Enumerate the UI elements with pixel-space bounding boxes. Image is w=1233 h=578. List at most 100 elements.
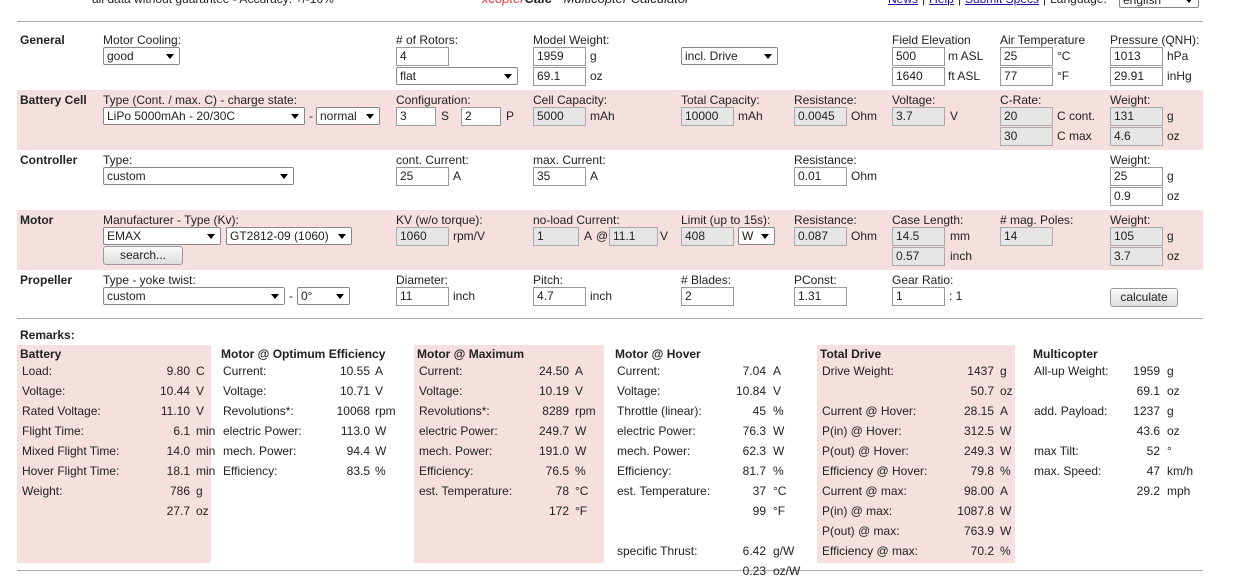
input-field[interactable]: 1640 (892, 67, 945, 86)
select[interactable]: custom (103, 287, 285, 305)
result-value: 763.9 (963, 524, 994, 538)
input-field[interactable]: 1013 (1110, 47, 1163, 66)
field-text: A (584, 229, 593, 243)
result-unit: rpm (575, 404, 596, 418)
result-label: P(out) @ max: (822, 524, 900, 538)
select[interactable]: normal (316, 107, 380, 125)
select[interactable]: LiPo 5000mAh - 20/30C (103, 107, 305, 125)
field-text: Pressure (QNH): (1110, 33, 1200, 47)
result-unit: min (196, 444, 216, 458)
input-field[interactable]: 4.7 (533, 287, 586, 306)
input-field[interactable]: 25 (1110, 167, 1163, 186)
field-text: oz (1167, 189, 1180, 203)
readonly-field: 0.0045 (794, 107, 847, 126)
select[interactable]: GT2812-09 (1060) (226, 227, 352, 245)
column-title: Motor @ Hover (615, 347, 701, 361)
result-unit: % (1000, 464, 1011, 478)
select[interactable]: flat (396, 67, 518, 85)
field-text: Case Length: (892, 213, 964, 227)
divider (17, 318, 1203, 319)
result-unit: g/W (773, 544, 795, 558)
column-title: Motor @ Maximum (417, 347, 525, 361)
remarks-title: Remarks: (20, 328, 75, 342)
nav-text: | (922, 0, 925, 6)
result-unit: oz/W (773, 564, 801, 578)
select[interactable]: 0° (297, 287, 350, 305)
result-label: Current: (617, 364, 661, 378)
button[interactable]: calculate (1110, 288, 1178, 307)
input-field[interactable]: 500 (892, 47, 945, 66)
input-field[interactable]: 1 (892, 287, 945, 306)
input-field[interactable]: 1.31 (794, 287, 847, 306)
field-text: C cont. (1057, 109, 1096, 123)
input-field[interactable]: 4 (396, 47, 449, 66)
result-unit: % (575, 464, 586, 478)
input-field[interactable]: 77 (1000, 67, 1053, 86)
result-label: electric Power: (223, 424, 302, 438)
result-value: 10.19 (538, 384, 569, 398)
select[interactable]: good (103, 47, 180, 65)
notice: all data without guarantee - Accuracy: +… (92, 0, 334, 6)
select[interactable]: EMAX (103, 227, 221, 245)
readonly-field: 3.7 (892, 107, 945, 126)
select[interactable]: incl. Drive (681, 47, 778, 65)
field-text: Limit (up to 15s): (681, 213, 771, 227)
input-field[interactable]: 25 (1000, 47, 1053, 66)
result-label: Hover Flight Time: (22, 464, 120, 478)
field-text: oz (1167, 249, 1180, 263)
result-value: 172 (548, 504, 569, 518)
select[interactable]: W (738, 227, 775, 245)
field-text: Weight: (1110, 213, 1151, 227)
result-value: 69.1 (1136, 384, 1160, 398)
input-field[interactable]: 0.01 (794, 167, 847, 186)
nav-link[interactable]: Submit Specs (965, 0, 1039, 6)
input-field[interactable]: 29.91 (1110, 67, 1163, 86)
nav-text: | (958, 0, 961, 6)
result-value: 62.3 (742, 444, 766, 458)
input-field[interactable]: 35 (533, 167, 586, 186)
result-unit: mph (1167, 484, 1191, 498)
result-unit: °C (773, 484, 787, 498)
result-unit: A (773, 364, 782, 378)
result-value: 1237 (1133, 404, 1160, 418)
brand-part: - Multicopter Calculator (552, 0, 690, 6)
result-value: 6.1 (173, 424, 190, 438)
result-value: 78 (555, 484, 569, 498)
language-select[interactable]: english (1119, 0, 1199, 8)
input-field[interactable]: 3 (396, 107, 436, 126)
result-value: 9.80 (166, 364, 190, 378)
result-value: 24.50 (538, 364, 569, 378)
field-text: Total Capacity: (681, 93, 760, 107)
result-unit: g (1167, 404, 1174, 418)
input-field[interactable]: 69.1 (533, 67, 586, 86)
field-text: @ (596, 229, 609, 243)
result-label: electric Power: (617, 424, 696, 438)
input-field[interactable]: 25 (396, 167, 449, 186)
result-label: Weight: (22, 484, 63, 498)
input-field[interactable]: 0.9 (1110, 187, 1163, 206)
nav: News | Help | Submit Specs | Language: (888, 0, 1107, 6)
result-value: 79.8 (970, 464, 994, 478)
field-text: Weight: (1110, 93, 1151, 107)
input-field[interactable]: 2 (461, 107, 501, 126)
result-unit: g (196, 484, 203, 498)
result-unit: A (575, 364, 584, 378)
nav-link[interactable]: News (888, 0, 918, 6)
field-text: Cell Capacity: (533, 93, 608, 107)
field-text: Ohm (851, 229, 878, 243)
section-label: General (20, 33, 65, 47)
input-field[interactable]: 2 (681, 287, 734, 306)
result-value: 191.0 (538, 444, 569, 458)
input-field[interactable]: 1959 (533, 47, 586, 66)
field-text: g (590, 49, 597, 63)
input-field[interactable]: 11 (396, 287, 449, 306)
field-text: Resistance: (794, 93, 857, 107)
button[interactable]: search... (103, 246, 183, 265)
nav-link[interactable]: Help (929, 0, 954, 6)
result-label: Current @ max: (822, 484, 907, 498)
result-unit: % (1000, 544, 1011, 558)
select[interactable]: custom (103, 167, 294, 185)
column-background (414, 345, 604, 563)
result-value: 113.0 (340, 424, 370, 438)
result-label: Load: (22, 364, 53, 378)
